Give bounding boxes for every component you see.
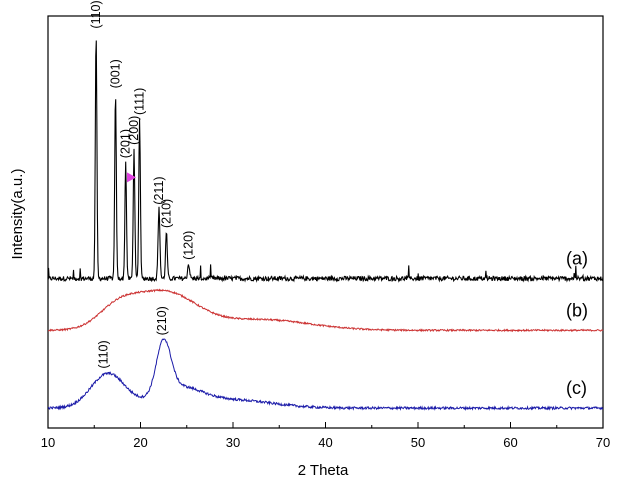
x-tick-label: 60 — [503, 435, 517, 450]
annotation-label-0: (110) — [97, 340, 111, 368]
axis-layer: 10 20 30 40 50 60 70 — [41, 422, 610, 450]
x-tick-label: 10 — [41, 435, 55, 450]
peak-label-6: (210) — [159, 199, 173, 228]
peak-label-0: (110) — [89, 0, 103, 28]
series-line-1 — [47, 288, 604, 333]
series-label-0: (a) — [566, 248, 588, 268]
plot-border — [47, 15, 604, 429]
annotation-layer: (a)(110)(001)(201)(200)(111)(211)(210)(1… — [89, 0, 588, 398]
peak-label-3: (200) — [127, 116, 141, 145]
annotation-label-1: (210) — [155, 306, 169, 335]
series-line-2 — [47, 338, 604, 411]
series-layer — [47, 40, 604, 411]
x-tick-label: 50 — [411, 435, 425, 450]
y-axis-title: Intensity(a.u.) — [9, 169, 26, 260]
plot-frame — [47, 15, 604, 429]
x-tick-label: 30 — [226, 435, 240, 450]
x-tick-label: 40 — [318, 435, 332, 450]
peak-label-4: (111) — [133, 88, 147, 115]
peak-label-5: (211) — [152, 176, 166, 204]
series-label-2: (c) — [566, 378, 587, 398]
peak-marker-icon — [127, 172, 137, 183]
series-label-1: (b) — [566, 300, 588, 320]
series-line-0 — [47, 40, 604, 283]
x-axis-title: 2 Theta — [298, 462, 349, 479]
peak-label-2: (201) — [119, 129, 133, 158]
peak-label-7: (120) — [182, 231, 196, 260]
peak-label-1: (001) — [109, 59, 123, 88]
x-tick-label: 20 — [133, 435, 147, 450]
x-tick-label: 70 — [596, 435, 610, 450]
